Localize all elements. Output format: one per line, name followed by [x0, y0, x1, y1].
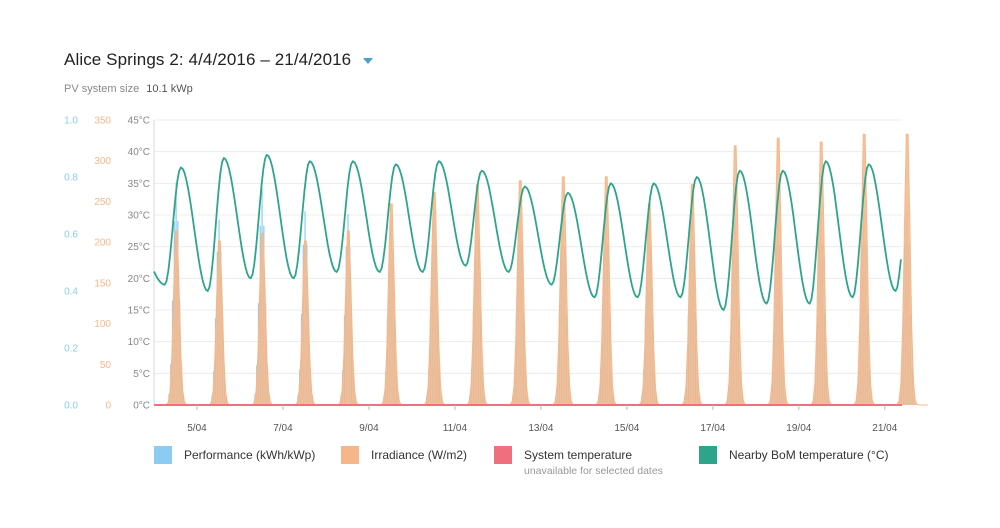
legend-swatch-system-temperature — [494, 446, 512, 464]
legend-note: unavailable for selected dates — [524, 465, 663, 477]
irradiance-tick-label: 250 — [94, 197, 111, 208]
legend-item-system-temperature[interactable]: System temperature unavailable for selec… — [494, 446, 663, 477]
system-size-label: PV system size — [64, 83, 140, 95]
irradiance-tick-label: 300 — [94, 156, 111, 167]
legend-item-performance[interactable]: Performance (kWh/kWp) — [154, 446, 315, 464]
x-tick-label: 7/04 — [273, 423, 293, 434]
temperature-tick-label: 25°C — [128, 242, 150, 253]
page-title: Alice Springs 2: 4/4/2016 – 21/4/2016 — [64, 50, 352, 69]
temperature-tick-label: 30°C — [128, 211, 150, 222]
x-tick-label: 5/04 — [187, 423, 207, 434]
irradiance-tick-label: 50 — [100, 360, 112, 371]
x-tick-label: 11/04 — [443, 423, 468, 434]
x-tick-label: 13/04 — [528, 423, 553, 434]
temperature-tick-label: 20°C — [128, 274, 150, 285]
legend-label: System temperature — [524, 448, 633, 462]
temperature-tick-label: 45°C — [128, 116, 150, 127]
temperature-axis: 0°C 5°C 10°C 15°C 20°C 25°C 30°C 35°C 40°C 45°C — [128, 116, 150, 412]
irradiance-area — [154, 133, 928, 406]
legend: Performance (kWh/kWp) Irradiance (W/m2) … — [154, 446, 914, 486]
system-size: PV system size 10.1 kWp — [64, 83, 373, 95]
legend-item-bom-temperature[interactable]: Nearby BoM temperature (°C) — [699, 446, 889, 464]
legend-swatch-performance — [154, 446, 172, 464]
irradiance-tick-label: 100 — [94, 319, 111, 330]
x-tick-label: 19/04 — [786, 423, 811, 434]
irradiance-tick-label: 350 — [94, 116, 111, 127]
chevron-down-icon[interactable] — [363, 58, 374, 64]
x-tick-label: 21/04 — [872, 423, 897, 434]
irradiance-tick-label: 150 — [94, 278, 111, 289]
legend-label: Performance (kWh/kWp) — [184, 448, 316, 462]
bom-temperature-series — [153, 153, 902, 311]
legend-swatch-bom-temperature — [699, 446, 717, 464]
performance-tick-label: 0.0 — [64, 401, 78, 412]
legend-item-irradiance[interactable]: Irradiance (W/m2) — [341, 446, 467, 464]
temperature-tick-label: 15°C — [128, 306, 150, 317]
performance-tick-label: 0.6 — [64, 230, 78, 241]
x-tick-label: 15/04 — [614, 423, 639, 434]
performance-tick-label: 0.2 — [64, 344, 78, 355]
irradiance-series — [154, 133, 928, 406]
site-selector[interactable]: Alice Springs 2: 4/4/2016 – 21/4/2016 — [64, 50, 374, 70]
bom-temperature-line — [153, 153, 902, 311]
performance-tick-label: 1.0 — [64, 116, 78, 127]
legend-label: Nearby BoM temperature (°C) — [729, 448, 889, 462]
legend-swatch-irradiance — [341, 446, 359, 464]
x-tick-label: 9/04 — [359, 423, 379, 434]
x-tick-label: 17/04 — [700, 423, 725, 434]
irradiance-axis: 0 50 100 150 200 250 300 350 — [94, 116, 111, 412]
temperature-tick-label: 40°C — [128, 147, 150, 158]
temperature-tick-label: 0°C — [133, 401, 150, 412]
temperature-tick-label: 5°C — [133, 369, 150, 380]
performance-tick-label: 0.4 — [64, 287, 78, 298]
temperature-tick-label: 35°C — [128, 179, 150, 190]
x-axis: 5/04 7/04 9/04 11/04 13/04 15/04 17/04 19/04 21/… — [187, 405, 898, 434]
irradiance-tick-label: 0 — [105, 401, 111, 412]
irradiance-tick-label: 200 — [94, 238, 111, 249]
legend-label: Irradiance (W/m2) — [371, 448, 468, 462]
chart-header: Alice Springs 2: 4/4/2016 – 21/4/2016 PV… — [64, 50, 374, 95]
system-size-value: 10.1 kWp — [146, 83, 193, 95]
performance-tick-label: 0.8 — [64, 173, 78, 184]
performance-axis: 0.0 0.2 0.4 0.6 0.8 1.0 — [64, 116, 78, 412]
temperature-tick-label: 10°C — [128, 337, 150, 348]
